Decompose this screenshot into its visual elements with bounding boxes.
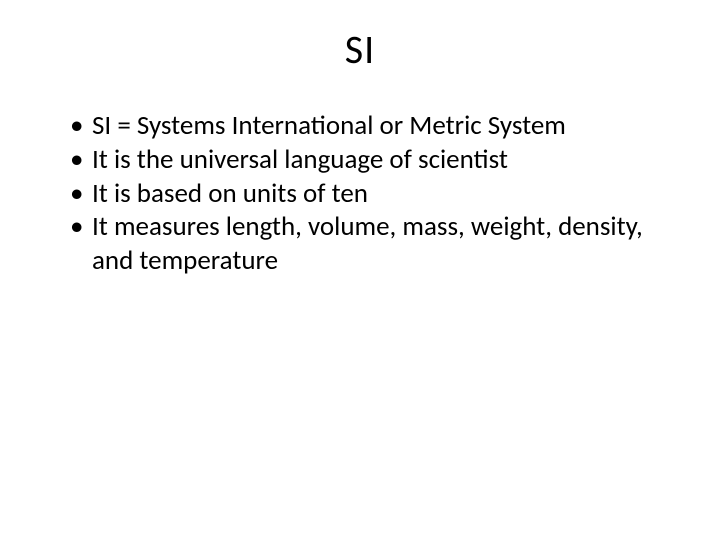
slide-container: SI SI = Systems International or Metric … <box>0 0 720 540</box>
bullet-item: It is based on units of ten <box>70 177 670 211</box>
bullet-item: It is the universal language of scientis… <box>70 143 670 177</box>
slide-title: SI <box>50 25 670 74</box>
bullet-item: SI = Systems International or Metric Sys… <box>70 109 670 143</box>
bullet-list: SI = Systems International or Metric Sys… <box>50 109 670 278</box>
bullet-item: It measures length, volume, mass, weight… <box>70 210 670 278</box>
